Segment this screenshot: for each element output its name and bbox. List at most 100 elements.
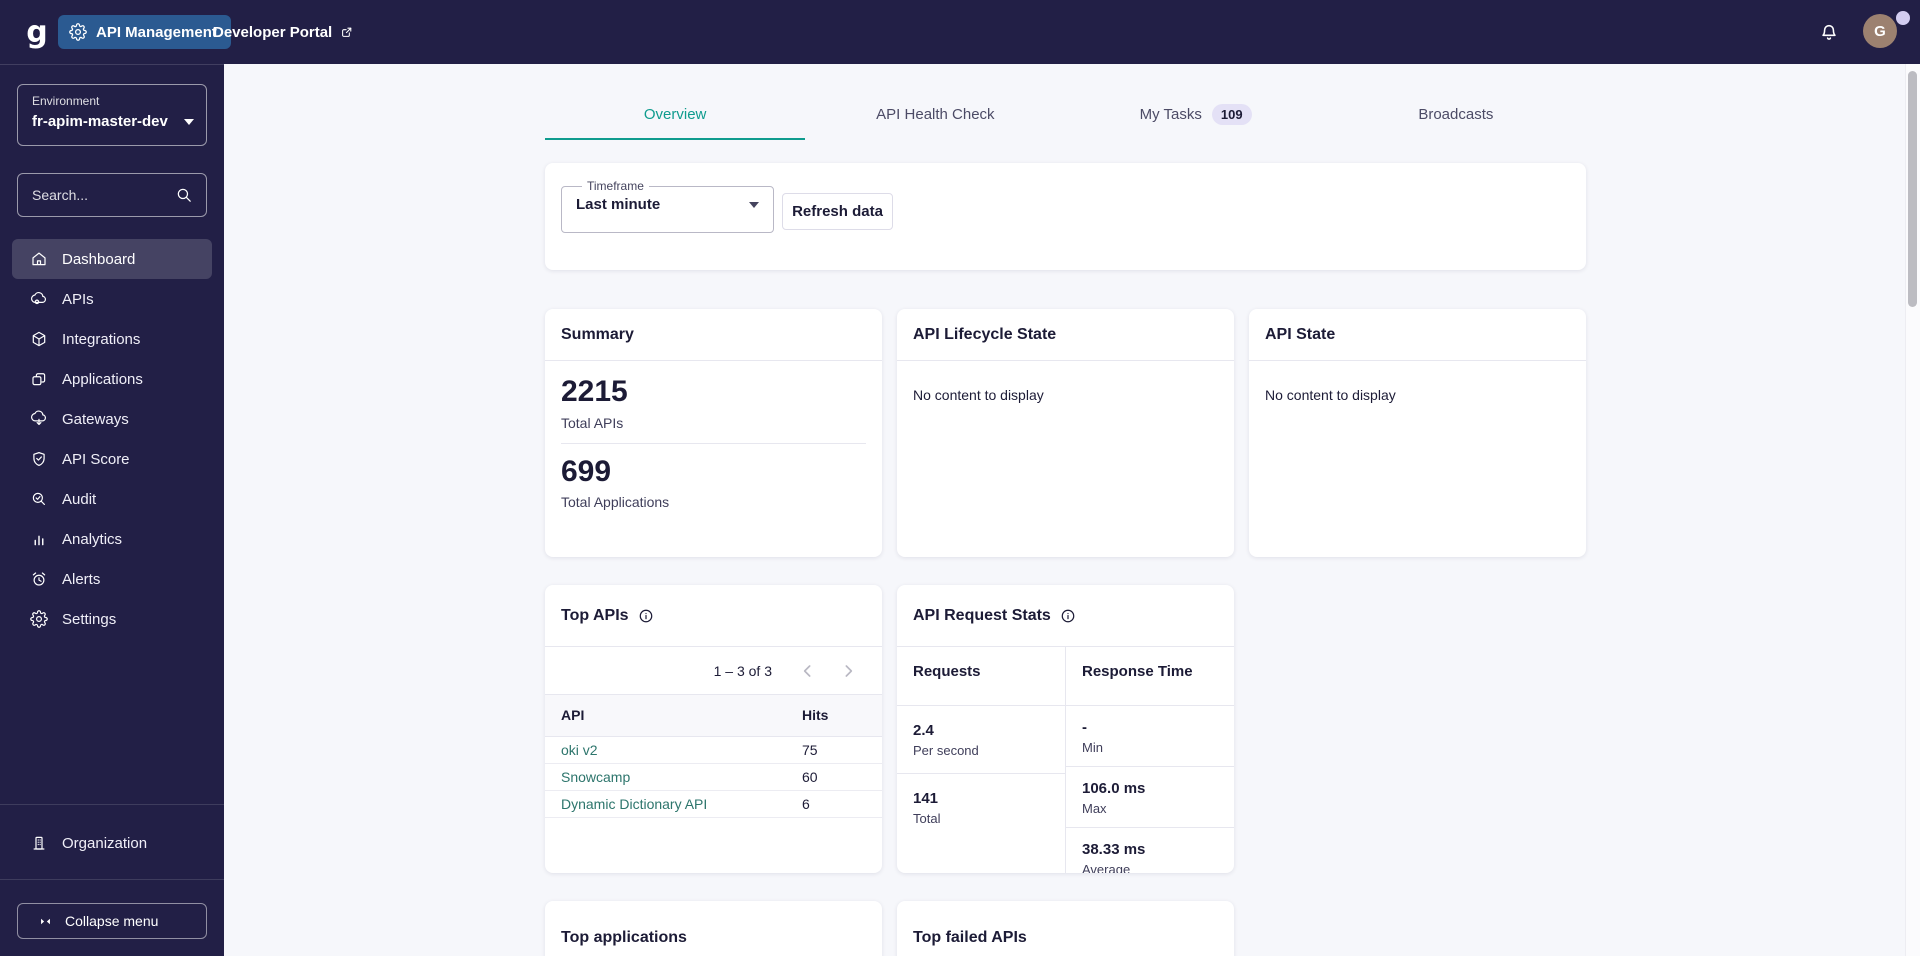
top-applications-card: Top applications [545,901,882,956]
requests-per-second-value: 2.4 [913,722,934,739]
card-title: API Lifecycle State [897,309,1234,361]
table-row: Snowcamp 60 [545,763,882,791]
sidebar-organization-section: Organization [0,823,224,863]
avatar-status-dot [1896,11,1910,25]
sidebar-item-settings[interactable]: Settings [12,599,212,639]
developer-portal-link[interactable]: Developer Portal [213,0,354,64]
gravitee-logo[interactable]: g [26,14,48,50]
layers-icon [30,370,48,388]
sidebar-item-analytics[interactable]: Analytics [12,519,212,559]
sidebar-item-label: Alerts [62,570,101,588]
requests-column: Requests 2.4 Per second 141 Total [897,647,1066,873]
top-failed-apis-card: Top failed APIs [897,901,1234,956]
sidebar-item-alerts[interactable]: Alerts [12,559,212,599]
info-icon[interactable] [638,608,654,624]
sidebar-divider [0,879,224,880]
tab-broadcasts[interactable]: Broadcasts [1326,88,1586,140]
requests-total-value: 141 [913,790,939,807]
top-apis-table: API Hits oki v2 75 Snowcamp 60 Dynamic D… [545,695,882,818]
sidebar-item-applications[interactable]: Applications [12,359,212,399]
sidebar-search [17,173,207,217]
home-icon [30,250,48,268]
api-link[interactable]: Snowcamp [561,768,631,785]
user-avatar[interactable]: G [1863,14,1897,48]
column-header-api: API [545,695,802,737]
sidebar-item-gateways[interactable]: Gateways [12,399,212,439]
card-title: API State [1249,309,1586,361]
environment-value: fr-apim-master-dev [32,113,168,130]
chevron-down-icon [184,118,194,125]
timeframe-label: Timeframe [587,179,644,193]
chevron-down-icon [749,201,759,208]
tab-overview[interactable]: Overview [545,88,806,140]
hits-value: 6 [802,790,882,818]
response-min-label: Min [1082,740,1103,755]
stat-cell: 2.4 Per second [897,706,1065,774]
tab-label: Overview [643,105,707,123]
total-applications-value: 699 [561,454,612,488]
response-max-label: Max [1082,801,1107,816]
summary-card: Summary 2215 Total APIs 699 Total Applic… [545,309,882,557]
sidebar-item-label: Applications [62,370,143,388]
shield-check-icon [30,450,48,468]
building-icon [30,834,48,852]
environment-label: Environment [32,94,100,108]
scrollbar-thumb[interactable] [1908,71,1917,307]
top-bar: g API Management Developer Portal G [0,0,1920,64]
sidebar-item-dashboard[interactable]: Dashboard [12,239,212,279]
hits-value: 75 [802,736,882,764]
refresh-data-button[interactable]: Refresh data [782,193,893,230]
api-management-switcher-button[interactable]: API Management [58,15,231,49]
sidebar-item-label: APIs [62,290,94,308]
sidebar-item-apis[interactable]: APIs [12,279,212,319]
sidebar-item-label: Dashboard [62,250,136,268]
response-min-value: - [1082,719,1087,736]
sidebar-item-label: Organization [62,834,148,852]
bar-chart-icon [30,530,48,548]
card-title: API Request Stats [913,606,1051,624]
timeframe-toolbar-card: Timeframe Last minute Refresh data [545,163,1586,270]
sidebar-nav: Dashboard APIs Integrations Applications… [0,239,224,639]
sidebar-item-label: Integrations [62,330,141,348]
sidebar-item-label: Gateways [62,410,129,428]
tab-label: My Tasks [1139,105,1202,123]
tab-label: Broadcasts [1418,105,1494,123]
sidebar-item-integrations[interactable]: Integrations [12,319,212,359]
api-link[interactable]: oki v2 [561,741,598,758]
total-applications-label: Total Applications [561,494,670,510]
api-link[interactable]: Dynamic Dictionary API [561,795,708,812]
card-title: Summary [545,309,882,361]
timeframe-value: Last minute [576,196,661,213]
column-header-hits: Hits [802,695,882,737]
hits-value: 60 [802,763,882,791]
notifications-bell-icon[interactable] [1818,20,1844,46]
sidebar-item-audit[interactable]: Audit [12,479,212,519]
info-icon[interactable] [1060,608,1076,624]
alarm-clock-icon [30,570,48,588]
paginator-next-button[interactable] [828,651,868,691]
table-paginator: 1 – 3 of 3 [545,647,882,695]
table-row: Dynamic Dictionary API 6 [545,790,882,818]
sidebar-item-label: Settings [62,610,117,628]
stat-cell: 38.33 ms Average [1066,828,1234,873]
tab-my-tasks[interactable]: My Tasks 109 [1066,88,1326,140]
paginator-previous-button[interactable] [788,651,828,691]
gear-icon [30,610,48,628]
sidebar-item-api-score[interactable]: API Score [12,439,212,479]
environment-select[interactable]: Environment fr-apim-master-dev [17,84,207,146]
tab-api-health-check[interactable]: API Health Check [805,88,1065,140]
api-lifecycle-state-card: API Lifecycle State No content to displa… [897,309,1234,557]
collapse-menu-button[interactable]: Collapse menu [17,903,207,939]
developer-portal-label: Developer Portal [213,23,333,41]
api-state-card: API State No content to display [1249,309,1586,557]
search-check-icon [30,490,48,508]
stat-cell: 141 Total [897,774,1065,841]
search-icon [175,186,194,205]
sidebar-item-label: Analytics [62,530,123,548]
search-input[interactable] [32,187,175,203]
table-row: oki v2 75 [545,736,882,764]
timeframe-select[interactable]: Timeframe Last minute [561,179,774,233]
stat-cell: - Min [1066,706,1234,767]
sidebar-item-organization[interactable]: Organization [12,823,212,863]
my-tasks-count-badge: 109 [1211,103,1252,125]
